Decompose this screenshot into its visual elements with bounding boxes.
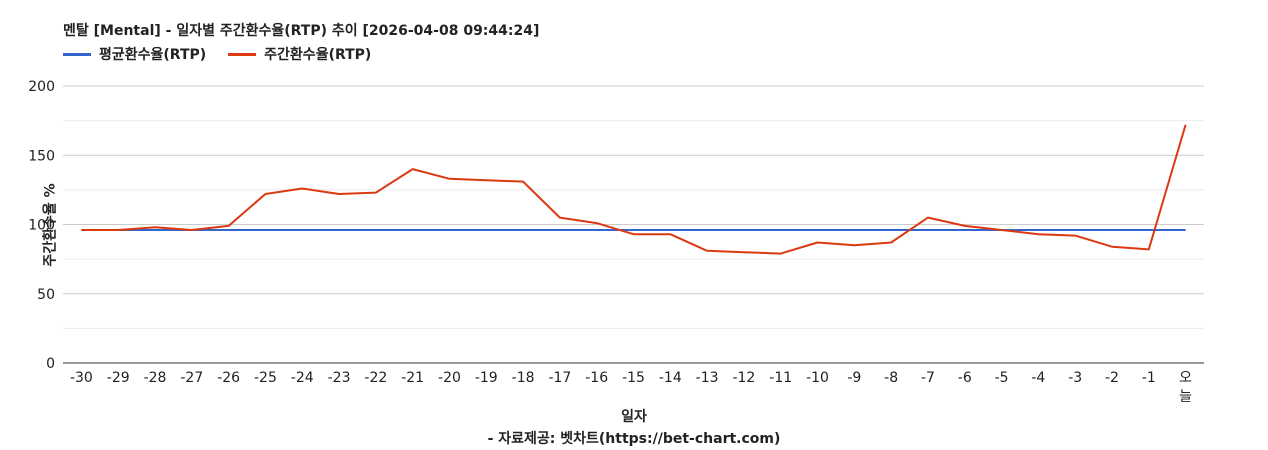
legend-label-avg: 평균환수율(RTP)	[99, 47, 207, 63]
x-tick-label: -26	[217, 370, 240, 386]
legend-label-weekly: 주간환수율(RTP)	[264, 47, 372, 63]
x-tick-label: -15	[622, 370, 645, 386]
x-tick-label: -6	[958, 370, 972, 386]
x-tick-label: -10	[806, 370, 829, 386]
x-tick-label: -12	[732, 370, 755, 386]
chart-title: 멘탈 [Mental] - 일자별 주간환수율(RTP) 추이 [2026-04…	[63, 23, 540, 39]
legend-swatch-avg	[63, 52, 91, 56]
x-axis-label: 일자	[621, 409, 647, 425]
source-credit: - 자료제공: 벳차트(https://bet-chart.com)	[487, 431, 781, 447]
x-tick-label: -17	[548, 370, 571, 386]
x-tick-label: -24	[291, 370, 314, 386]
legend-swatch-weekly	[228, 52, 257, 56]
x-tick-label: -13	[696, 370, 719, 386]
x-tick-label: -8	[884, 370, 898, 386]
x-tick-label: -30	[70, 370, 93, 386]
x-tick-label: -1	[1142, 370, 1156, 386]
y-tick-label: 50	[37, 287, 55, 303]
chart-legend: 평균환수율(RTP) 주간환수율(RTP)	[63, 44, 393, 64]
x-tick-label: -22	[364, 370, 387, 386]
x-tick-label: -29	[107, 370, 130, 386]
x-tick-label: -20	[438, 370, 461, 386]
x-tick-label: -23	[328, 370, 351, 386]
y-tick-label: 100	[28, 218, 55, 234]
y-tick-label: 0	[46, 356, 55, 372]
x-tick-label: -28	[144, 370, 167, 386]
y-axis-label: 주간환수율 %	[42, 183, 59, 267]
x-tick-label: -2	[1105, 370, 1119, 386]
x-tick-label: -7	[921, 370, 935, 386]
x-tick-label: -4	[1031, 370, 1045, 386]
x-tick-label: -19	[475, 370, 498, 386]
x-tick-label: -27	[180, 370, 203, 386]
x-tick-label: -9	[847, 370, 861, 386]
y-tick-label: 200	[28, 79, 55, 95]
x-tick-label: -11	[769, 370, 792, 386]
x-tick-label: -21	[401, 370, 424, 386]
legend-item-weekly[interactable]: 주간환수율(RTP)	[228, 44, 371, 64]
x-tick-label: -16	[585, 370, 608, 386]
x-tick-label: -14	[659, 370, 682, 386]
legend-item-avg[interactable]: 평균환수율(RTP)	[63, 44, 206, 64]
y-tick-label: 150	[28, 148, 55, 164]
x-tick-label: -3	[1068, 370, 1082, 386]
x-tick-label: -18	[512, 370, 535, 386]
x-tick-label: -25	[254, 370, 277, 386]
x-tick-label: -5	[995, 370, 1009, 386]
